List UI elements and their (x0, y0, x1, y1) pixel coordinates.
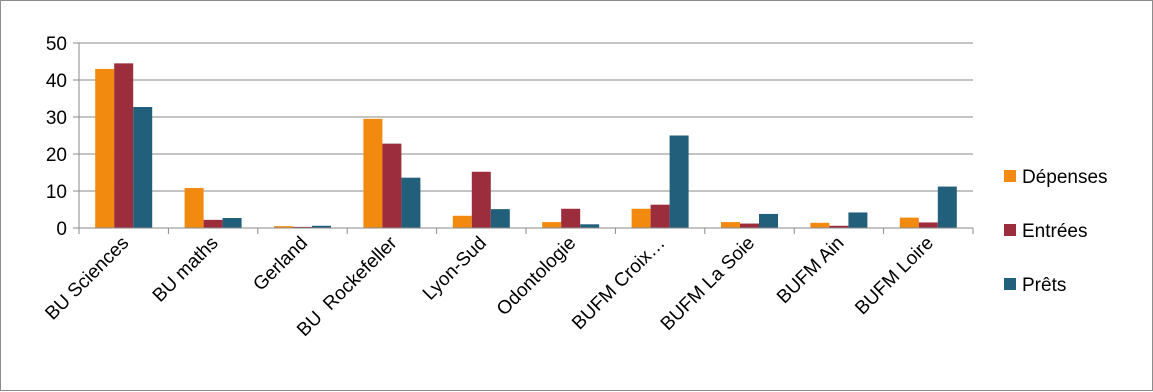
bar-entr-es-7 (740, 223, 759, 228)
bar-d-penses-9 (899, 217, 919, 228)
category-label: BUFM La Soie (657, 233, 759, 335)
bar-pr-ts-9 (937, 186, 957, 228)
legend-label: Entrées (1022, 221, 1087, 242)
bar-d-penses-1 (184, 188, 204, 228)
bar-d-penses-2 (274, 226, 293, 228)
category-label: Gerland (249, 233, 312, 296)
category-label: Odontologie (493, 233, 580, 320)
bar-d-penses-8 (810, 222, 830, 228)
bar-pr-ts-0 (133, 107, 153, 228)
legend-swatch (1004, 278, 1016, 290)
bar-pr-ts-1 (222, 218, 242, 228)
bar-pr-ts-7 (759, 213, 778, 228)
legend-label: Prêts (1022, 275, 1066, 296)
bar-d-penses-3 (363, 118, 383, 228)
y-tick-label: 20 (46, 145, 67, 166)
y-tick-label: 50 (46, 34, 67, 55)
bar-entr-es-2 (293, 226, 312, 228)
legend-swatch (1004, 224, 1016, 236)
bars (95, 63, 957, 229)
bar-pr-ts-2 (312, 225, 331, 228)
bar-pr-ts-3 (401, 177, 421, 228)
category-label: BUFM Loire (851, 233, 938, 320)
bar-entr-es-0 (114, 63, 134, 228)
bar-entr-es-1 (203, 219, 223, 228)
bar-entr-es-4 (471, 171, 491, 228)
category-label: Lyon-Sud (419, 233, 491, 305)
y-tick-label: 30 (46, 108, 67, 129)
legend-label: Dépenses (1022, 167, 1108, 188)
bar-d-penses-5 (542, 222, 562, 228)
bar-d-penses-6 (631, 208, 651, 228)
gridlines (79, 42, 973, 192)
y-tick-label: 10 (46, 182, 67, 203)
bar-entr-es-9 (918, 222, 938, 228)
bar-entr-es-6 (650, 204, 670, 228)
bar-d-penses-0 (95, 68, 115, 229)
bar-pr-ts-6 (669, 135, 689, 228)
bar-entr-es-3 (382, 143, 402, 228)
category-label: BU maths (149, 233, 223, 307)
category-label: BUFM Ain (773, 233, 848, 308)
axes (73, 42, 974, 234)
bar-pr-ts-4 (490, 209, 510, 228)
bar-d-penses-4 (452, 215, 472, 228)
y-tick-label: 0 (56, 219, 67, 240)
bar-pr-ts-8 (848, 212, 868, 228)
legend-swatch (1004, 170, 1016, 182)
bar-entr-es-5 (561, 208, 581, 228)
bar-d-penses-7 (721, 222, 740, 228)
bar-entr-es-8 (829, 225, 849, 228)
y-tick-label: 40 (46, 71, 67, 92)
y-tick-labels: 0 10 20 30 40 50 (46, 34, 67, 240)
category-label: BUFM Croix… (568, 233, 669, 334)
bar-pr-ts-5 (580, 224, 600, 228)
legend: Dépenses Entrées Prêts (1004, 167, 1108, 296)
category-label: BU Sciences (41, 233, 133, 325)
